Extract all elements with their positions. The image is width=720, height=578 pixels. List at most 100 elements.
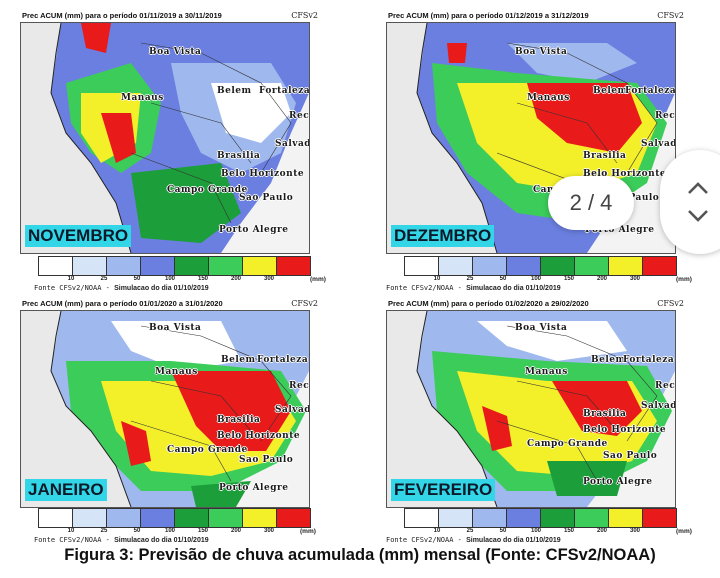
legend-swatch (541, 509, 575, 527)
page-nav-control[interactable] (660, 150, 720, 254)
city-label-brasilia: Brasilia (217, 415, 261, 425)
legend-swatch (277, 257, 310, 275)
city-label-campo-grande: Campo Grande (167, 185, 248, 195)
rainfall-map: Boa Vista Manaus Belem Fortaleza Recife … (20, 310, 310, 508)
rainfall-map: Boa Vista Manaus Belem Fortaleza Recife … (386, 310, 676, 508)
legend-tick: 10 (433, 276, 441, 282)
map-panel-december: Prec ACUM (mm) para o período 01/12/2019… (386, 10, 686, 254)
city-label-recife: Recife (655, 381, 676, 391)
city-label-manaus: Manaus (525, 367, 568, 377)
legend-swatch (73, 257, 107, 275)
legend-swatch (175, 257, 209, 275)
city-label-sao-paulo: Sao Paulo (239, 455, 294, 465)
legend-tick: 200 (230, 276, 242, 282)
city-label-fortaleza: Fortaleza (257, 355, 309, 365)
legend-colorbar (404, 256, 677, 276)
city-label-belo-horizonte: Belo Horizonte (583, 169, 667, 179)
rainfall-map-graphic (21, 311, 309, 507)
legend-swatch (209, 257, 243, 275)
map-panel-february: Prec ACUM (mm) para o período 01/02/2020… (386, 298, 686, 540)
legend-swatch (609, 509, 643, 527)
legend-tick: 300 (263, 528, 275, 534)
legend-swatch (73, 509, 107, 527)
legend: 10 25 50 100 150 200 300 (mm) Fonte CFSv… (386, 508, 700, 552)
legend-swatch (575, 509, 609, 527)
legend-swatch (141, 509, 175, 527)
legend-tick: 300 (263, 276, 275, 282)
legend-tick: 150 (197, 276, 209, 282)
city-label-brasilia: Brasilia (583, 409, 627, 419)
legend-tick: 150 (563, 276, 575, 282)
legend-swatch (39, 509, 73, 527)
legend-swatch (643, 257, 676, 275)
legend-swatch (439, 509, 473, 527)
city-label-boa-vista: Boa Vista (149, 47, 202, 57)
city-label-salvador: Salvador (275, 139, 310, 149)
legend: 10 25 50 100 150 200 300 (mm) Fonte CFSv… (34, 508, 334, 552)
legend-unit: (mm) (676, 528, 692, 535)
city-label-sao-paulo: Sao Paulo (603, 451, 658, 461)
legend-swatch (439, 257, 473, 275)
legend-swatch (243, 257, 277, 275)
legend-unit: (mm) (310, 276, 326, 283)
legend-tick: 300 (629, 276, 641, 282)
panel-title: Prec ACUM (mm) para o período 01/11/2019… (22, 11, 222, 20)
legend-swatch (405, 509, 439, 527)
city-label-sao-paulo: Sao Paulo (239, 193, 294, 203)
city-label-porto-alegre: Porto Alegre (583, 477, 653, 487)
legend-tick: 200 (230, 528, 242, 534)
legend-tick: 100 (164, 276, 176, 282)
rainfall-map: Boa Vista Manaus Belem Fortaleza Recife … (20, 22, 310, 254)
chevron-down-icon[interactable] (686, 204, 710, 226)
legend-swatch (507, 257, 541, 275)
legend-tick: 100 (530, 528, 542, 534)
legend-swatch (507, 509, 541, 527)
source-note: Fonte CFSv2/NOAA - Simulacao do dia 01/1… (386, 284, 561, 292)
city-label-belem: Belem (593, 86, 628, 96)
panel-title: Prec ACUM (mm) para o período 01/01/2020… (22, 299, 223, 308)
city-label-salvador: Salvador (275, 405, 310, 415)
legend-colorbar (38, 256, 311, 276)
legend-tick: 150 (197, 528, 209, 534)
legend-tick: 100 (530, 276, 542, 282)
legend-colorbar (404, 508, 677, 528)
city-label-brasilia: Brasilia (583, 151, 627, 161)
legend-tick: 50 (499, 528, 507, 534)
month-label: NOVEMBRO (25, 225, 132, 247)
legend-tick: 10 (67, 528, 75, 534)
month-label: JANEIRO (25, 479, 107, 501)
legend-swatch (175, 509, 209, 527)
model-label: CFSv2 (291, 11, 318, 20)
map-panel-january: Prec ACUM (mm) para o período 01/01/2020… (20, 298, 320, 540)
legend-swatch (473, 257, 507, 275)
legend-swatch (209, 509, 243, 527)
month-label: DEZEMBRO (391, 225, 495, 247)
legend-swatch (277, 509, 310, 527)
legend-tick: 50 (133, 276, 141, 282)
city-label-belem: Belem (591, 355, 626, 365)
legend-swatch (541, 257, 575, 275)
city-label-porto-alegre: Porto Alegre (219, 483, 289, 493)
model-label: CFSv2 (657, 11, 684, 20)
legend-tick: 50 (499, 276, 507, 282)
panel-title: Prec ACUM (mm) para o período 01/02/2020… (388, 299, 589, 308)
legend-tick: 100 (164, 528, 176, 534)
city-label-campo-grande: Campo Grande (527, 439, 608, 449)
city-label-manaus: Manaus (527, 93, 570, 103)
city-label-fortaleza: Fortaleza (623, 355, 675, 365)
city-label-porto-alegre: Porto Alegre (585, 225, 655, 235)
legend-swatch (107, 257, 141, 275)
figure-caption: Figura 3: Previsão de chuva acumulada (m… (64, 546, 656, 564)
legend-tick: 25 (100, 276, 108, 282)
city-label-boa-vista: Boa Vista (149, 323, 202, 333)
rainfall-map-graphic (387, 311, 675, 507)
legend-swatch (141, 257, 175, 275)
rainfall-map: Boa Vista Manaus Belem Fortaleza Recife … (386, 22, 676, 254)
map-panel-november: Prec ACUM (mm) para o período 01/11/2019… (20, 10, 320, 254)
city-label-boa-vista: Boa Vista (515, 323, 568, 333)
chevron-up-icon[interactable] (686, 178, 710, 200)
panel-header: Prec ACUM (mm) para o período 01/01/2020… (20, 298, 320, 310)
model-label: CFSv2 (291, 299, 318, 308)
legend: 10 25 50 100 150 200 300 (mm) Fonte CFSv… (34, 256, 334, 300)
city-label-fortaleza: Fortaleza (625, 86, 676, 96)
